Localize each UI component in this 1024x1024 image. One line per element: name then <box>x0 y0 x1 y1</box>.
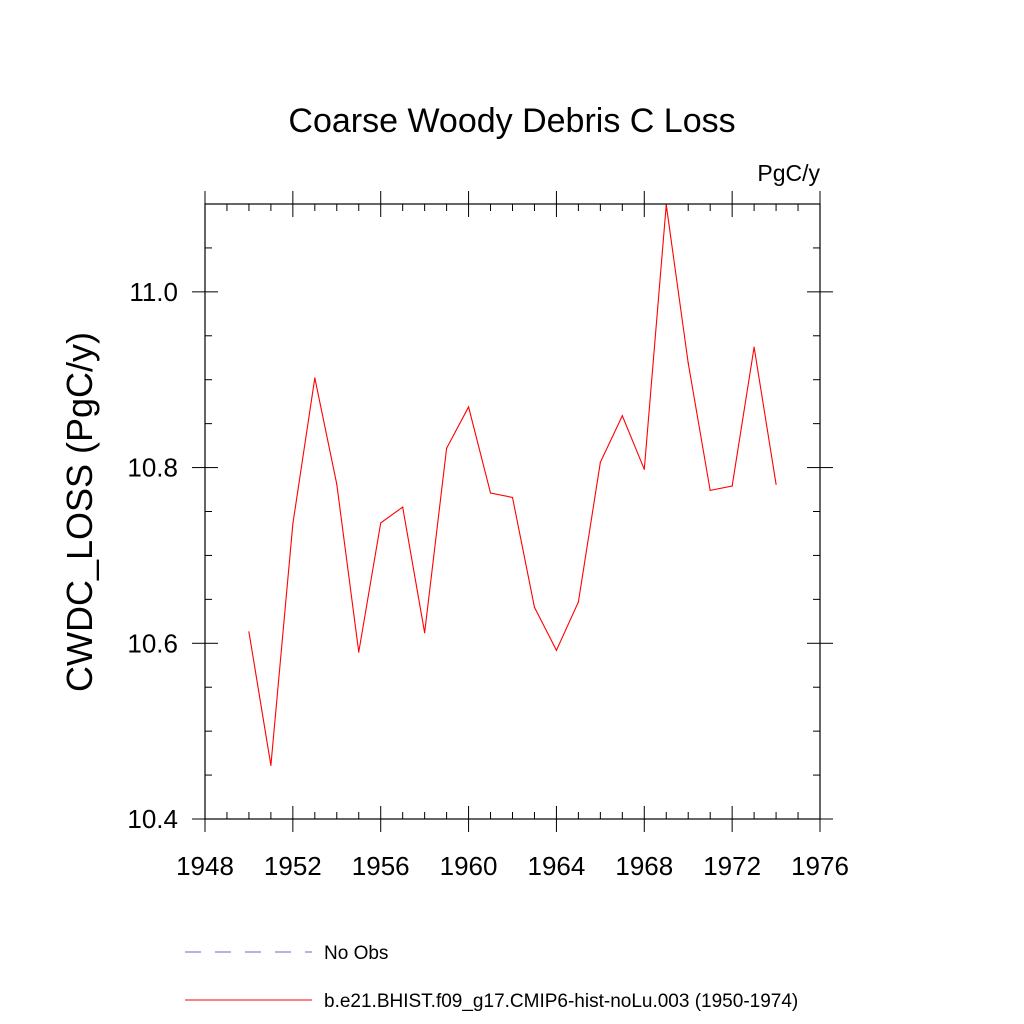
y-axis-label: CWDC_LOSS (PgC/y) <box>59 332 100 692</box>
data-point <box>270 764 272 767</box>
data-point <box>511 496 514 499</box>
data-point <box>665 204 667 206</box>
data-point <box>489 492 492 494</box>
x-tick-label: 1976 <box>791 851 849 881</box>
y-tick-labels: 10.4 10.6 10.8 11.0 <box>127 277 178 834</box>
data-point <box>380 522 382 524</box>
data-point <box>753 346 755 348</box>
data-point <box>775 483 777 485</box>
y-tick-label: 10.6 <box>127 628 178 658</box>
data-point <box>709 489 711 492</box>
x-tick-label: 1972 <box>703 851 761 881</box>
data-point <box>314 377 316 379</box>
chart-title: Coarse Woody Debris C Loss <box>288 102 735 140</box>
data-point <box>248 631 250 633</box>
data-point <box>643 468 645 470</box>
data-point <box>533 606 536 608</box>
x-tick-labels: 1948 1952 1956 1960 1964 1968 1972 1976 <box>176 851 849 881</box>
data-point <box>292 523 294 525</box>
data-point <box>467 406 470 408</box>
x-tick-label: 1964 <box>528 851 586 881</box>
series-layer <box>248 204 777 767</box>
x-tick-label: 1956 <box>352 851 410 881</box>
units-label: PgC/y <box>757 160 820 186</box>
legend-label-model: b.e21.BHIST.f09_g17.CMIP6-hist-noLu.003 … <box>324 991 798 1012</box>
x-tick-label: 1948 <box>176 851 234 881</box>
series-line <box>248 204 777 766</box>
y-tick-label: 10.4 <box>127 804 178 834</box>
axis-ticks <box>192 191 833 832</box>
data-point <box>336 483 338 485</box>
legend-label-no-obs: No Obs <box>324 943 388 964</box>
data-point <box>424 632 426 634</box>
x-tick-label: 1968 <box>615 851 673 881</box>
data-point <box>731 485 733 487</box>
legend: No Obs b.e21.BHIST.f09_g17.CMIP6-hist-no… <box>185 943 798 1012</box>
y-tick-label: 11.0 <box>129 277 178 307</box>
y-tick-label: 10.8 <box>127 453 178 483</box>
plot-frame <box>204 203 821 820</box>
x-tick-label: 1960 <box>440 851 498 881</box>
x-tick-label: 1952 <box>264 851 322 881</box>
data-point <box>446 447 448 449</box>
data-point <box>621 415 623 417</box>
data-point <box>402 506 404 508</box>
data-point <box>577 601 579 603</box>
data-point <box>358 651 360 653</box>
data-point <box>687 362 689 364</box>
data-point <box>555 649 558 651</box>
data-point <box>599 461 601 463</box>
